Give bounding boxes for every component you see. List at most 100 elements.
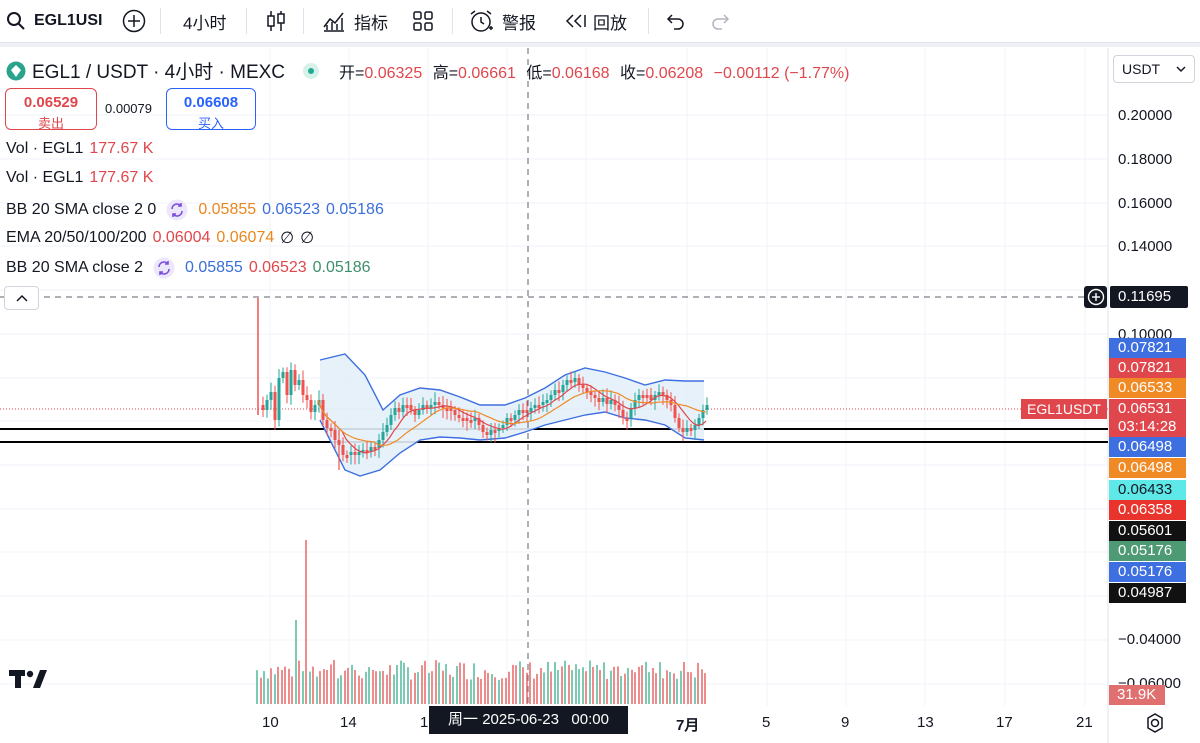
candle-body bbox=[645, 395, 649, 398]
refresh-icon[interactable] bbox=[166, 199, 188, 221]
close-value: 0.06208 bbox=[645, 64, 704, 82]
alarm-clock-icon bbox=[470, 10, 493, 32]
compare-button[interactable] bbox=[122, 0, 146, 42]
volume-bar bbox=[603, 662, 605, 704]
candle-body bbox=[341, 445, 345, 455]
refresh-icon[interactable] bbox=[153, 257, 175, 279]
volume-bar bbox=[575, 664, 577, 704]
chart-type-button[interactable] bbox=[264, 0, 288, 42]
settings-button[interactable] bbox=[1144, 712, 1166, 739]
volume-bar bbox=[704, 673, 706, 704]
candle-body bbox=[665, 395, 669, 400]
collapse-legend-button[interactable] bbox=[4, 286, 39, 310]
candle-body bbox=[325, 420, 329, 428]
indicators-button[interactable]: 指标 bbox=[322, 0, 388, 42]
candle-body bbox=[369, 447, 373, 452]
candle-body bbox=[517, 410, 521, 415]
replay-button[interactable]: 回放 bbox=[563, 0, 627, 42]
volume-bar bbox=[410, 679, 412, 704]
alert-button[interactable]: 警报 bbox=[468, 0, 536, 42]
volume-bar bbox=[505, 677, 507, 704]
candle-body bbox=[357, 452, 361, 455]
indicator-vol-1[interactable]: Vol · EGL1 177.67 K bbox=[6, 140, 153, 158]
volume-bar bbox=[498, 679, 500, 704]
volume-bar bbox=[263, 671, 265, 704]
volume-bar bbox=[305, 540, 307, 704]
symbol-search[interactable]: EGL1USI bbox=[6, 0, 102, 42]
volume-bar bbox=[694, 677, 696, 704]
candle-body bbox=[397, 408, 401, 412]
time-axis-label: 13 bbox=[917, 714, 934, 731]
buy-button[interactable]: 0.06608 买入 bbox=[166, 88, 256, 131]
volume-bar bbox=[396, 665, 398, 704]
volume-bar bbox=[487, 672, 489, 704]
candle-body bbox=[385, 425, 389, 432]
indicator-ema[interactable]: EMA 20/50/100/200 0.06004 0.06074 ∅ ∅ bbox=[6, 228, 314, 248]
indicator-value: 0.06074 bbox=[216, 229, 275, 246]
volume-bar bbox=[491, 674, 493, 704]
tradingview-logo[interactable] bbox=[9, 667, 49, 691]
candle-body bbox=[693, 425, 697, 430]
time-axis-label: 21 bbox=[1076, 714, 1093, 731]
volume-bar bbox=[414, 672, 416, 704]
candle-body bbox=[505, 418, 509, 425]
candle-body bbox=[533, 405, 537, 408]
bollinger-upper-line bbox=[319, 353, 704, 412]
indicator-value: 0.05186 bbox=[326, 201, 384, 218]
price-tag: 0.06531 bbox=[1109, 399, 1186, 419]
volume-bar bbox=[578, 669, 580, 704]
volume-bar bbox=[326, 670, 328, 704]
candle-body bbox=[617, 405, 621, 410]
volume-bar bbox=[372, 670, 374, 704]
search-icon bbox=[7, 12, 25, 30]
undo-button[interactable] bbox=[664, 0, 686, 42]
crosshair-add-button[interactable] bbox=[1084, 286, 1107, 308]
add-circle-icon bbox=[122, 9, 146, 33]
candle-body bbox=[389, 415, 393, 425]
redo-button[interactable] bbox=[710, 0, 732, 42]
volume-bar bbox=[631, 669, 633, 704]
indicators-label: 指标 bbox=[354, 13, 388, 33]
volume-bar bbox=[617, 666, 619, 704]
layouts-button[interactable] bbox=[412, 0, 434, 42]
indicator-value: ∅ bbox=[300, 230, 315, 247]
volume-bar bbox=[284, 666, 286, 704]
volume-bar bbox=[393, 674, 395, 704]
candle-body bbox=[445, 408, 449, 411]
sell-button[interactable]: 0.06529 卖出 bbox=[5, 88, 97, 131]
indicator-bb-2[interactable]: BB 20 SMA close 2 0.05855 0.06523 0.0518… bbox=[6, 257, 371, 279]
volume-bar bbox=[365, 671, 367, 704]
candle-body bbox=[565, 380, 569, 385]
volume-bar bbox=[571, 670, 573, 704]
interval-button[interactable]: 4小时 bbox=[183, 13, 227, 33]
candle-body bbox=[621, 410, 625, 418]
currency-select[interactable]: USDT bbox=[1113, 55, 1195, 83]
volume-bar bbox=[309, 671, 311, 704]
volume-bar bbox=[585, 671, 587, 704]
candle-body bbox=[473, 418, 477, 421]
sell-label: 卖出 bbox=[37, 116, 64, 131]
volume-bar bbox=[641, 665, 643, 704]
volume-bar bbox=[540, 667, 542, 704]
chevron-up-icon bbox=[15, 294, 28, 302]
volume-bar bbox=[435, 660, 437, 704]
candle-body bbox=[689, 428, 693, 431]
volume-bar bbox=[550, 671, 552, 704]
time-axis-label: 7月 bbox=[676, 717, 700, 734]
volume-bar bbox=[291, 676, 293, 704]
price-axis-label: 0.14000 bbox=[1118, 238, 1173, 255]
candle-body bbox=[697, 418, 701, 425]
volume-bar bbox=[270, 668, 272, 704]
redo-icon bbox=[712, 14, 730, 30]
volume-bar bbox=[480, 678, 482, 704]
volume-bar bbox=[676, 678, 678, 704]
indicator-value: 0.06523 bbox=[248, 259, 307, 276]
tradingview-logo-icon bbox=[9, 670, 47, 688]
candle-body bbox=[677, 418, 681, 428]
indicator-bb-1[interactable]: BB 20 SMA close 2 0 0.05855 0.06523 0.05… bbox=[6, 199, 384, 221]
volume-bar bbox=[701, 669, 703, 704]
volume-bar bbox=[323, 669, 325, 704]
price-axis-label: 0.18000 bbox=[1118, 151, 1173, 168]
indicator-vol-2[interactable]: Vol · EGL1 177.67 K bbox=[6, 169, 153, 187]
